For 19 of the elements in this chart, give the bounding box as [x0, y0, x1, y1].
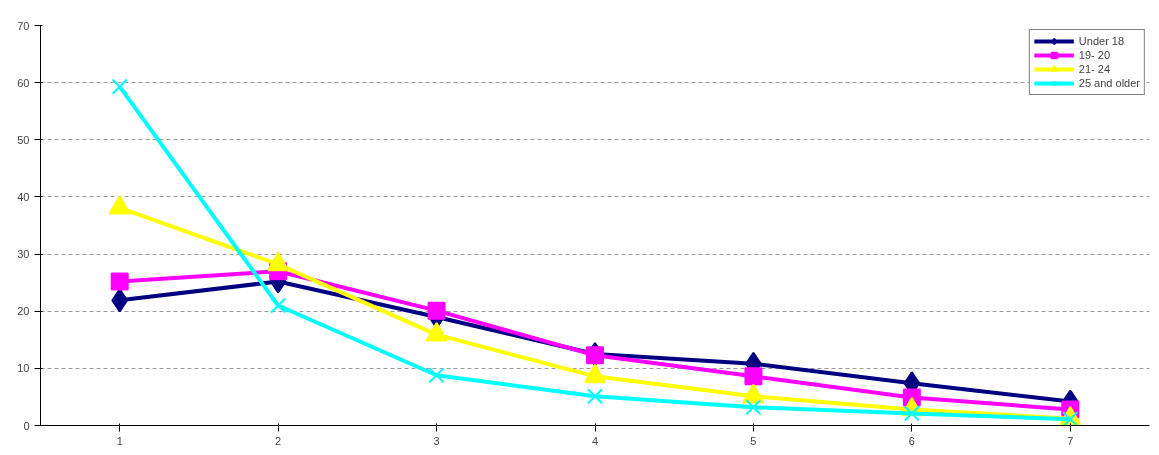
y-tick-label: 50: [17, 133, 30, 146]
x-tick-label: 1: [116, 434, 123, 447]
y-tick-label: 60: [17, 76, 30, 89]
y-tick-label: 0: [23, 419, 30, 432]
legend-label: 19- 20: [1078, 48, 1111, 62]
x-tick-label: 6: [908, 434, 915, 447]
legend-label: 21- 24: [1078, 62, 1111, 76]
x-tick-label: 7: [1067, 434, 1074, 447]
y-tick-label: 30: [17, 248, 30, 261]
x-tick-label: 4: [591, 434, 599, 447]
legend-label: Under 18: [1078, 34, 1125, 48]
y-tick-label: 10: [17, 362, 30, 375]
y-tick-label: 70: [17, 19, 30, 32]
x-tick-label: 3: [433, 434, 440, 447]
y-tick-label: 20: [17, 305, 30, 318]
x-tick-label: 2: [275, 434, 282, 447]
y-tick-label: 40: [17, 190, 30, 203]
x-tick-label: 5: [750, 434, 757, 447]
legend-label: 25 and older: [1078, 76, 1140, 90]
